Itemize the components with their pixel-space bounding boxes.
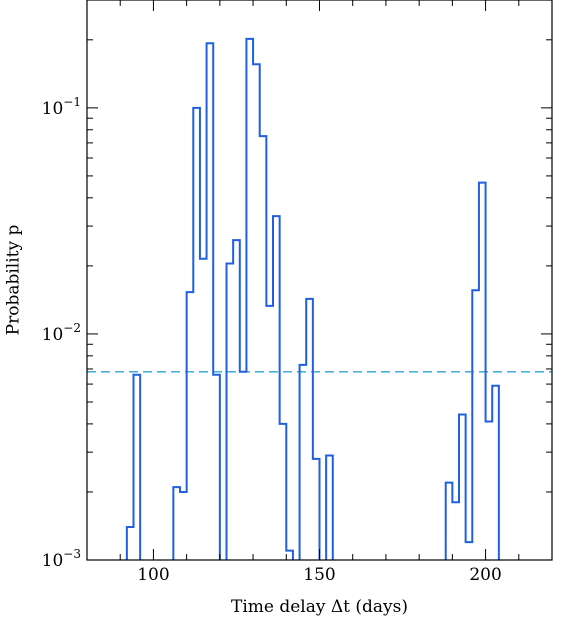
y-tick-label: 10−1 xyxy=(42,95,81,119)
x-tick-label: 150 xyxy=(303,565,335,585)
ticks-layer: 100 150 200 10−3 10−2 10−1 xyxy=(42,0,553,585)
histogram-bin xyxy=(266,306,273,560)
histogram-bin xyxy=(466,542,473,560)
histogram-bin xyxy=(200,259,207,560)
y-tick-label: 10−3 xyxy=(42,547,81,571)
y-axis-label: Probability p xyxy=(4,225,24,336)
histogram-bin xyxy=(486,421,493,560)
histogram-bin xyxy=(452,502,459,560)
histogram-bin xyxy=(180,492,187,560)
x-tick-label: 100 xyxy=(137,565,169,585)
y-tick-label: 10−2 xyxy=(42,321,81,345)
series-layer xyxy=(125,37,500,560)
histogram-bin xyxy=(253,64,260,560)
x-tick-label: 200 xyxy=(469,565,501,585)
histogram-bin xyxy=(240,372,247,560)
histogram-series-outline xyxy=(125,37,500,560)
x-axis-label: Time delay Δt (days) xyxy=(231,597,408,617)
